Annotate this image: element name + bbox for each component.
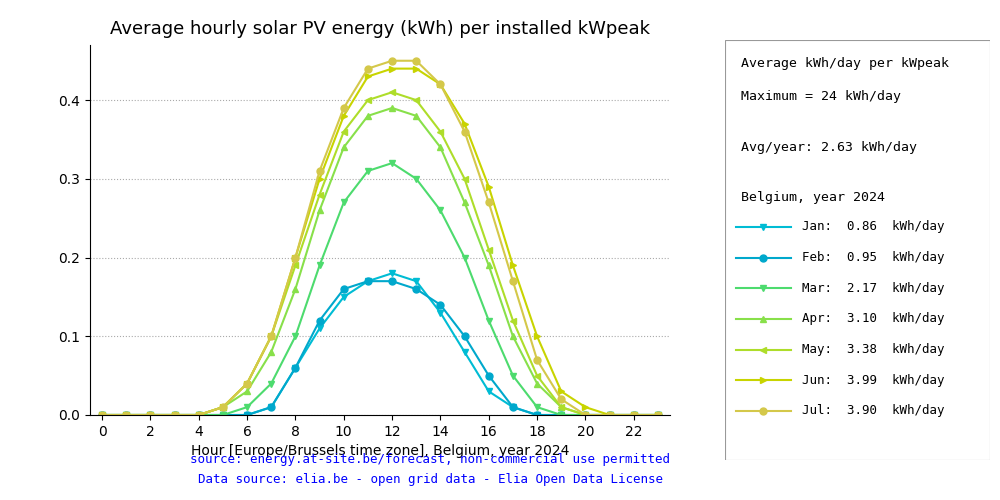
Text: Avg/year: 2.63 kWh/day: Avg/year: 2.63 kWh/day: [741, 141, 917, 154]
Text: Data source: elia.be - open grid data - Elia Open Data License: Data source: elia.be - open grid data - …: [198, 472, 662, 486]
Text: Jul:  3.90  kWh/day: Jul: 3.90 kWh/day: [802, 404, 944, 417]
Text: Average kWh/day per kWpeak: Average kWh/day per kWpeak: [741, 57, 949, 70]
Text: Mar:  2.17  kWh/day: Mar: 2.17 kWh/day: [802, 282, 944, 294]
Text: Apr:  3.10  kWh/day: Apr: 3.10 kWh/day: [802, 312, 944, 326]
Text: Belgium, year 2024: Belgium, year 2024: [741, 191, 885, 204]
Text: Maximum = 24 kWh/day: Maximum = 24 kWh/day: [741, 90, 901, 104]
Text: Feb:  0.95  kWh/day: Feb: 0.95 kWh/day: [802, 251, 944, 264]
FancyBboxPatch shape: [725, 40, 990, 460]
Text: Jan:  0.86  kWh/day: Jan: 0.86 kWh/day: [802, 220, 944, 234]
X-axis label: Hour [Europe/Brussels time zone], Belgium, year 2024: Hour [Europe/Brussels time zone], Belgiu…: [191, 444, 569, 458]
Text: May:  3.38  kWh/day: May: 3.38 kWh/day: [802, 343, 944, 356]
Title: Average hourly solar PV energy (kWh) per installed kWpeak: Average hourly solar PV energy (kWh) per…: [110, 20, 650, 38]
Text: Jun:  3.99  kWh/day: Jun: 3.99 kWh/day: [802, 374, 944, 386]
Text: source: energy.at-site.be/forecast, non-commercial use permitted: source: energy.at-site.be/forecast, non-…: [190, 452, 670, 466]
